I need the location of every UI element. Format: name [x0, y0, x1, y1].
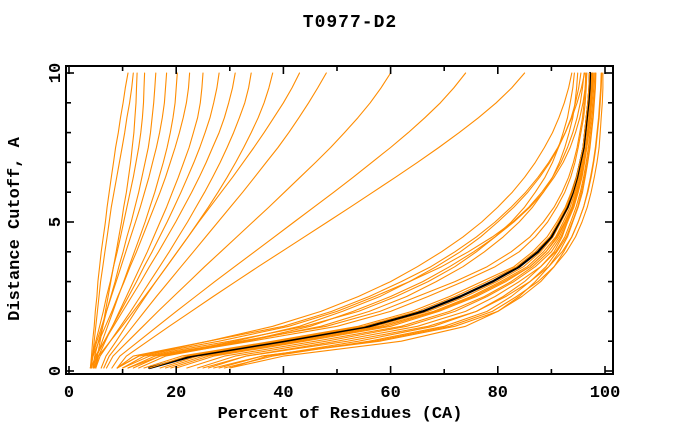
y-tick-label: 5	[47, 217, 66, 227]
curve-b16	[202, 72, 603, 369]
curve-f02	[90, 72, 134, 369]
curve-b13	[143, 72, 591, 369]
curve-f04	[89, 72, 146, 369]
curve-b07	[116, 72, 585, 369]
plot-frame	[65, 65, 614, 375]
curve-b20	[170, 72, 593, 369]
curve-b06	[122, 72, 587, 369]
chart-title: T0977-D2	[302, 13, 398, 33]
curve-m01	[100, 72, 301, 369]
curve-b08	[127, 72, 588, 369]
curve-f10	[92, 72, 220, 369]
curve-b05	[138, 72, 588, 369]
curve-f11	[90, 72, 236, 369]
y-tick-label: 10	[47, 63, 66, 83]
x-tick-label: 0	[64, 384, 74, 403]
curve-b12	[223, 72, 596, 369]
x-axis-label: Percent of Residues (CA)	[217, 405, 463, 424]
curve-m05	[116, 72, 526, 369]
curve-b17	[229, 72, 602, 369]
curve-reference	[148, 71, 592, 370]
curve-f01	[89, 72, 129, 369]
x-tick-label: 60	[380, 384, 400, 403]
curve-b14	[116, 72, 573, 369]
curve-f08	[89, 72, 191, 369]
curve-m03	[105, 72, 392, 369]
curve-m04	[111, 72, 467, 369]
curve-b23	[213, 72, 604, 369]
curve-f07	[94, 72, 178, 369]
curve-b11	[207, 72, 595, 369]
y-tick-label: 0	[47, 366, 66, 376]
curve-b02	[218, 72, 597, 369]
curve-f12	[95, 72, 252, 369]
x-tick-label: 80	[488, 384, 508, 403]
curve-f05	[92, 72, 157, 369]
curve-m02	[103, 72, 327, 369]
x-tick-label: 40	[273, 384, 293, 403]
x-tick-label: 20	[166, 384, 186, 403]
curve-f06	[89, 72, 168, 369]
curve-b15	[122, 72, 575, 369]
curve-b21	[116, 72, 586, 369]
x-tick-label: 100	[590, 384, 621, 403]
curve-b24	[127, 72, 579, 369]
curve-b22	[148, 72, 591, 369]
